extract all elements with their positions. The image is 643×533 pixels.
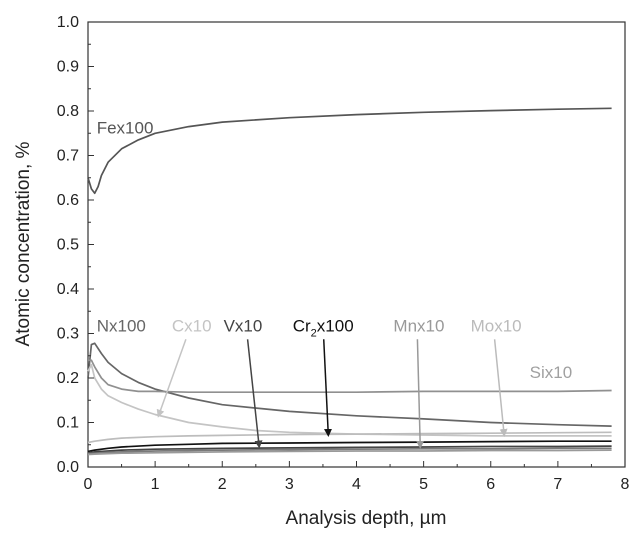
series-line-mnx10 <box>87 447 612 455</box>
x-tick-label: 4 <box>352 476 361 493</box>
x-tick-label: 6 <box>486 476 495 493</box>
annotation-text: Fex100 <box>97 118 154 137</box>
x-tick-label: 2 <box>218 476 227 493</box>
y-tick-label: 0.5 <box>57 237 79 254</box>
annotation-text: Mnx10 <box>393 316 444 335</box>
annotation-text: Cx10 <box>172 316 212 335</box>
annotation-mnx10: Mnx10 <box>393 316 444 335</box>
annotation-cx10: Cx10 <box>172 316 212 335</box>
series-line-six10 <box>88 359 612 394</box>
x-tick-label: 3 <box>285 476 294 493</box>
annotation-text: Cr <box>293 316 311 335</box>
y-tick-label: 0.3 <box>57 326 79 343</box>
x-tick-label: 5 <box>419 476 428 493</box>
annotations: Fex100 Nx100 Cx10 Vx10 Cr2x100 Mnx10 Mox10 Six1… <box>97 118 573 449</box>
annotation-vx10: Vx10 <box>224 316 263 335</box>
annotation-text: Six10 <box>530 363 573 382</box>
y-tick-label: 0.6 <box>57 192 79 209</box>
annotation-arrow <box>416 339 425 449</box>
annotation-fex100: Fex100 <box>97 118 154 137</box>
plot-area <box>87 21 626 468</box>
annotation-arrow <box>156 339 187 418</box>
annotation-suffix: x100 <box>317 316 354 335</box>
series-line-cr2x100 <box>87 440 612 453</box>
series-line-nb <box>87 449 612 456</box>
x-tick-label: 8 <box>621 476 630 493</box>
series-line-cx10 <box>87 363 612 437</box>
series-line-nx100 <box>87 342 612 427</box>
annotation-cr2x100: Cr2x100 <box>293 316 354 339</box>
annotation-six10: Six10 <box>530 363 573 382</box>
annotation-nx100: Nx100 <box>97 316 146 335</box>
y-tick-label: 0.0 <box>57 459 79 476</box>
series-line-mox10 <box>87 431 612 444</box>
x-tick-label: 1 <box>151 476 160 493</box>
y-tick-label: 0.9 <box>57 59 79 76</box>
y-tick-label: 0.1 <box>57 415 79 432</box>
x-tick-label: 7 <box>553 476 562 493</box>
annotation-arrow <box>322 339 333 437</box>
annotation-arrow <box>493 339 508 437</box>
annotation-text: Vx10 <box>224 316 263 335</box>
annotation-text: Mox10 <box>471 316 522 335</box>
y-tick-label: 1.0 <box>57 14 79 31</box>
annotation-text: Nx100 <box>97 316 146 335</box>
series-lines <box>87 107 612 456</box>
series-line-fex100 <box>87 107 612 195</box>
y-tick-label: 0.8 <box>57 103 79 120</box>
y-tick-label: 0.2 <box>57 370 79 387</box>
y-tick-label: 0.4 <box>57 281 79 298</box>
y-axis-label: Atomic concentration, % <box>13 141 34 346</box>
y-tick-label: 0.7 <box>57 148 79 165</box>
annotation-arrow <box>246 339 263 449</box>
annotation-mox10: Mox10 <box>471 316 522 335</box>
axis-ticks: 0.0 0.1 0.2 0.3 0.4 0.5 0.6 0.7 0.8 0.9 1.0 0 1 2 3 4 5 6… <box>57 14 630 493</box>
annotation-subscript: 2 <box>311 327 317 339</box>
plot-frame <box>87 21 626 468</box>
x-tick-label: 0 <box>84 476 93 493</box>
x-axis-label: Analysis depth, µm <box>286 508 447 529</box>
